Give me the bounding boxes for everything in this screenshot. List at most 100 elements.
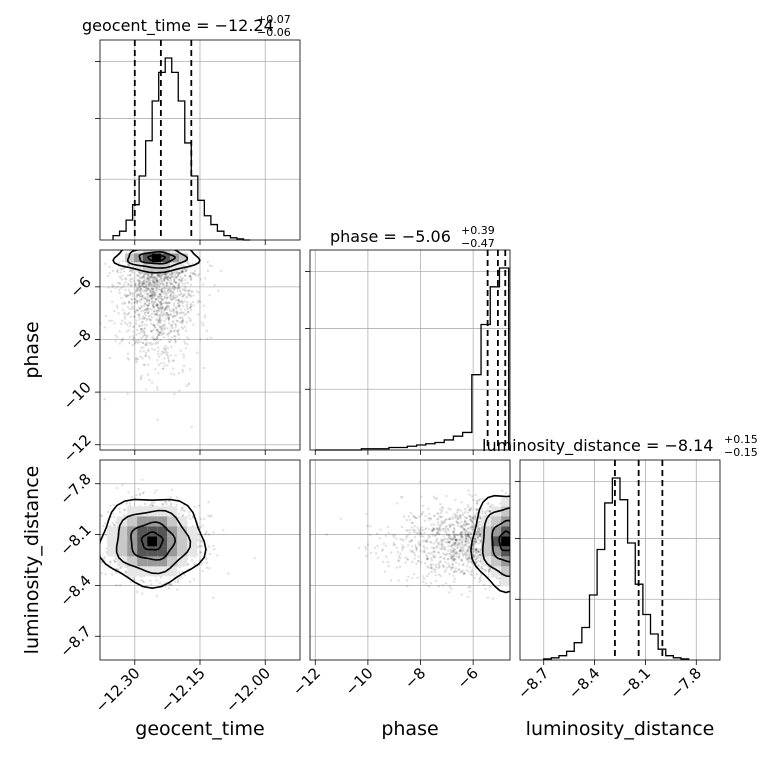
sample-point (100, 322, 102, 325)
sample-point (468, 557, 471, 560)
sample-point (460, 520, 463, 524)
sample-point (169, 277, 172, 280)
sample-point (146, 311, 150, 315)
sample-point (131, 325, 135, 329)
sample-point (208, 264, 211, 267)
sample-point (161, 280, 164, 283)
sample-point (143, 276, 147, 279)
contour-line (130, 521, 177, 561)
sample-point (167, 317, 170, 320)
sample-point (129, 273, 132, 276)
sample-point (413, 525, 416, 528)
sample-point (115, 520, 118, 523)
density-cell (481, 526, 492, 537)
sample-point (422, 580, 425, 583)
density-cell (117, 536, 128, 547)
sample-point (465, 517, 468, 520)
sample-point (465, 523, 468, 526)
sample-point (477, 531, 480, 534)
sample-point (172, 367, 175, 370)
sample-point (455, 541, 458, 544)
sample-point (220, 269, 223, 273)
sample-point (155, 286, 158, 290)
sample-point (448, 565, 451, 569)
sample-point (448, 517, 451, 521)
sample-point (132, 307, 136, 311)
sample-point (150, 290, 153, 293)
sample-point (435, 527, 439, 531)
sample-point (177, 271, 180, 275)
sample-point (150, 293, 153, 296)
sample-point (144, 344, 148, 347)
sample-point (163, 319, 166, 323)
density-cell (491, 556, 502, 567)
sample-point (189, 319, 192, 323)
sample-point (478, 529, 482, 532)
sample-point (127, 283, 130, 286)
sample-point (139, 287, 142, 291)
sample-point (406, 558, 409, 561)
density-cell (167, 546, 178, 557)
sample-point (499, 502, 502, 505)
sample-point (187, 289, 191, 292)
sample-point (460, 535, 463, 538)
sample-point (156, 359, 159, 362)
sample-point (435, 497, 439, 500)
sample-point (152, 288, 155, 291)
sample-point (108, 356, 112, 360)
sample-point (174, 280, 178, 284)
sample-point (168, 294, 172, 297)
sample-point (130, 297, 134, 301)
sample-point (155, 303, 158, 306)
sample-point (156, 418, 159, 421)
sample-point (103, 326, 106, 329)
sample-point (176, 287, 179, 290)
sample-point (178, 389, 181, 392)
sample-point (420, 525, 423, 529)
sample-point (467, 535, 470, 538)
sample-point (145, 280, 148, 283)
sample-point (453, 534, 456, 537)
sample-point (97, 590, 99, 592)
sample-point (151, 323, 155, 326)
sample-point (410, 545, 414, 548)
density-cell (167, 526, 178, 537)
contour-line (491, 519, 510, 563)
sample-point (415, 547, 419, 550)
sample-point (423, 539, 426, 543)
sample-point (143, 274, 146, 277)
sample-point (457, 517, 460, 521)
sample-point (137, 339, 140, 342)
sample-point (439, 524, 442, 527)
sample-point (184, 312, 188, 316)
sample-point (460, 548, 463, 552)
sample-point (154, 281, 157, 285)
sample-point (171, 296, 175, 299)
sample-point (152, 302, 155, 305)
sample-point (89, 303, 91, 305)
sample-point (180, 320, 183, 323)
sample-point (440, 509, 443, 513)
sample-point (451, 549, 454, 552)
sample-point (145, 300, 148, 303)
sample-point (478, 532, 482, 535)
sample-point (409, 511, 413, 515)
sample-point (109, 560, 112, 563)
sample-point (472, 545, 475, 549)
sample-point (418, 530, 421, 533)
sample-point (175, 503, 178, 507)
density-cell (147, 516, 158, 527)
sample-point (469, 516, 473, 519)
sample-point (172, 307, 175, 311)
sample-point (123, 301, 126, 304)
sample-point (407, 515, 410, 518)
sample-point (111, 269, 115, 273)
sample-point (121, 483, 124, 486)
sample-point (451, 555, 454, 558)
sample-point (409, 549, 412, 552)
sample-point (475, 539, 479, 542)
density-cell (167, 516, 178, 527)
sample-point (123, 321, 127, 324)
sample-point (162, 310, 165, 313)
